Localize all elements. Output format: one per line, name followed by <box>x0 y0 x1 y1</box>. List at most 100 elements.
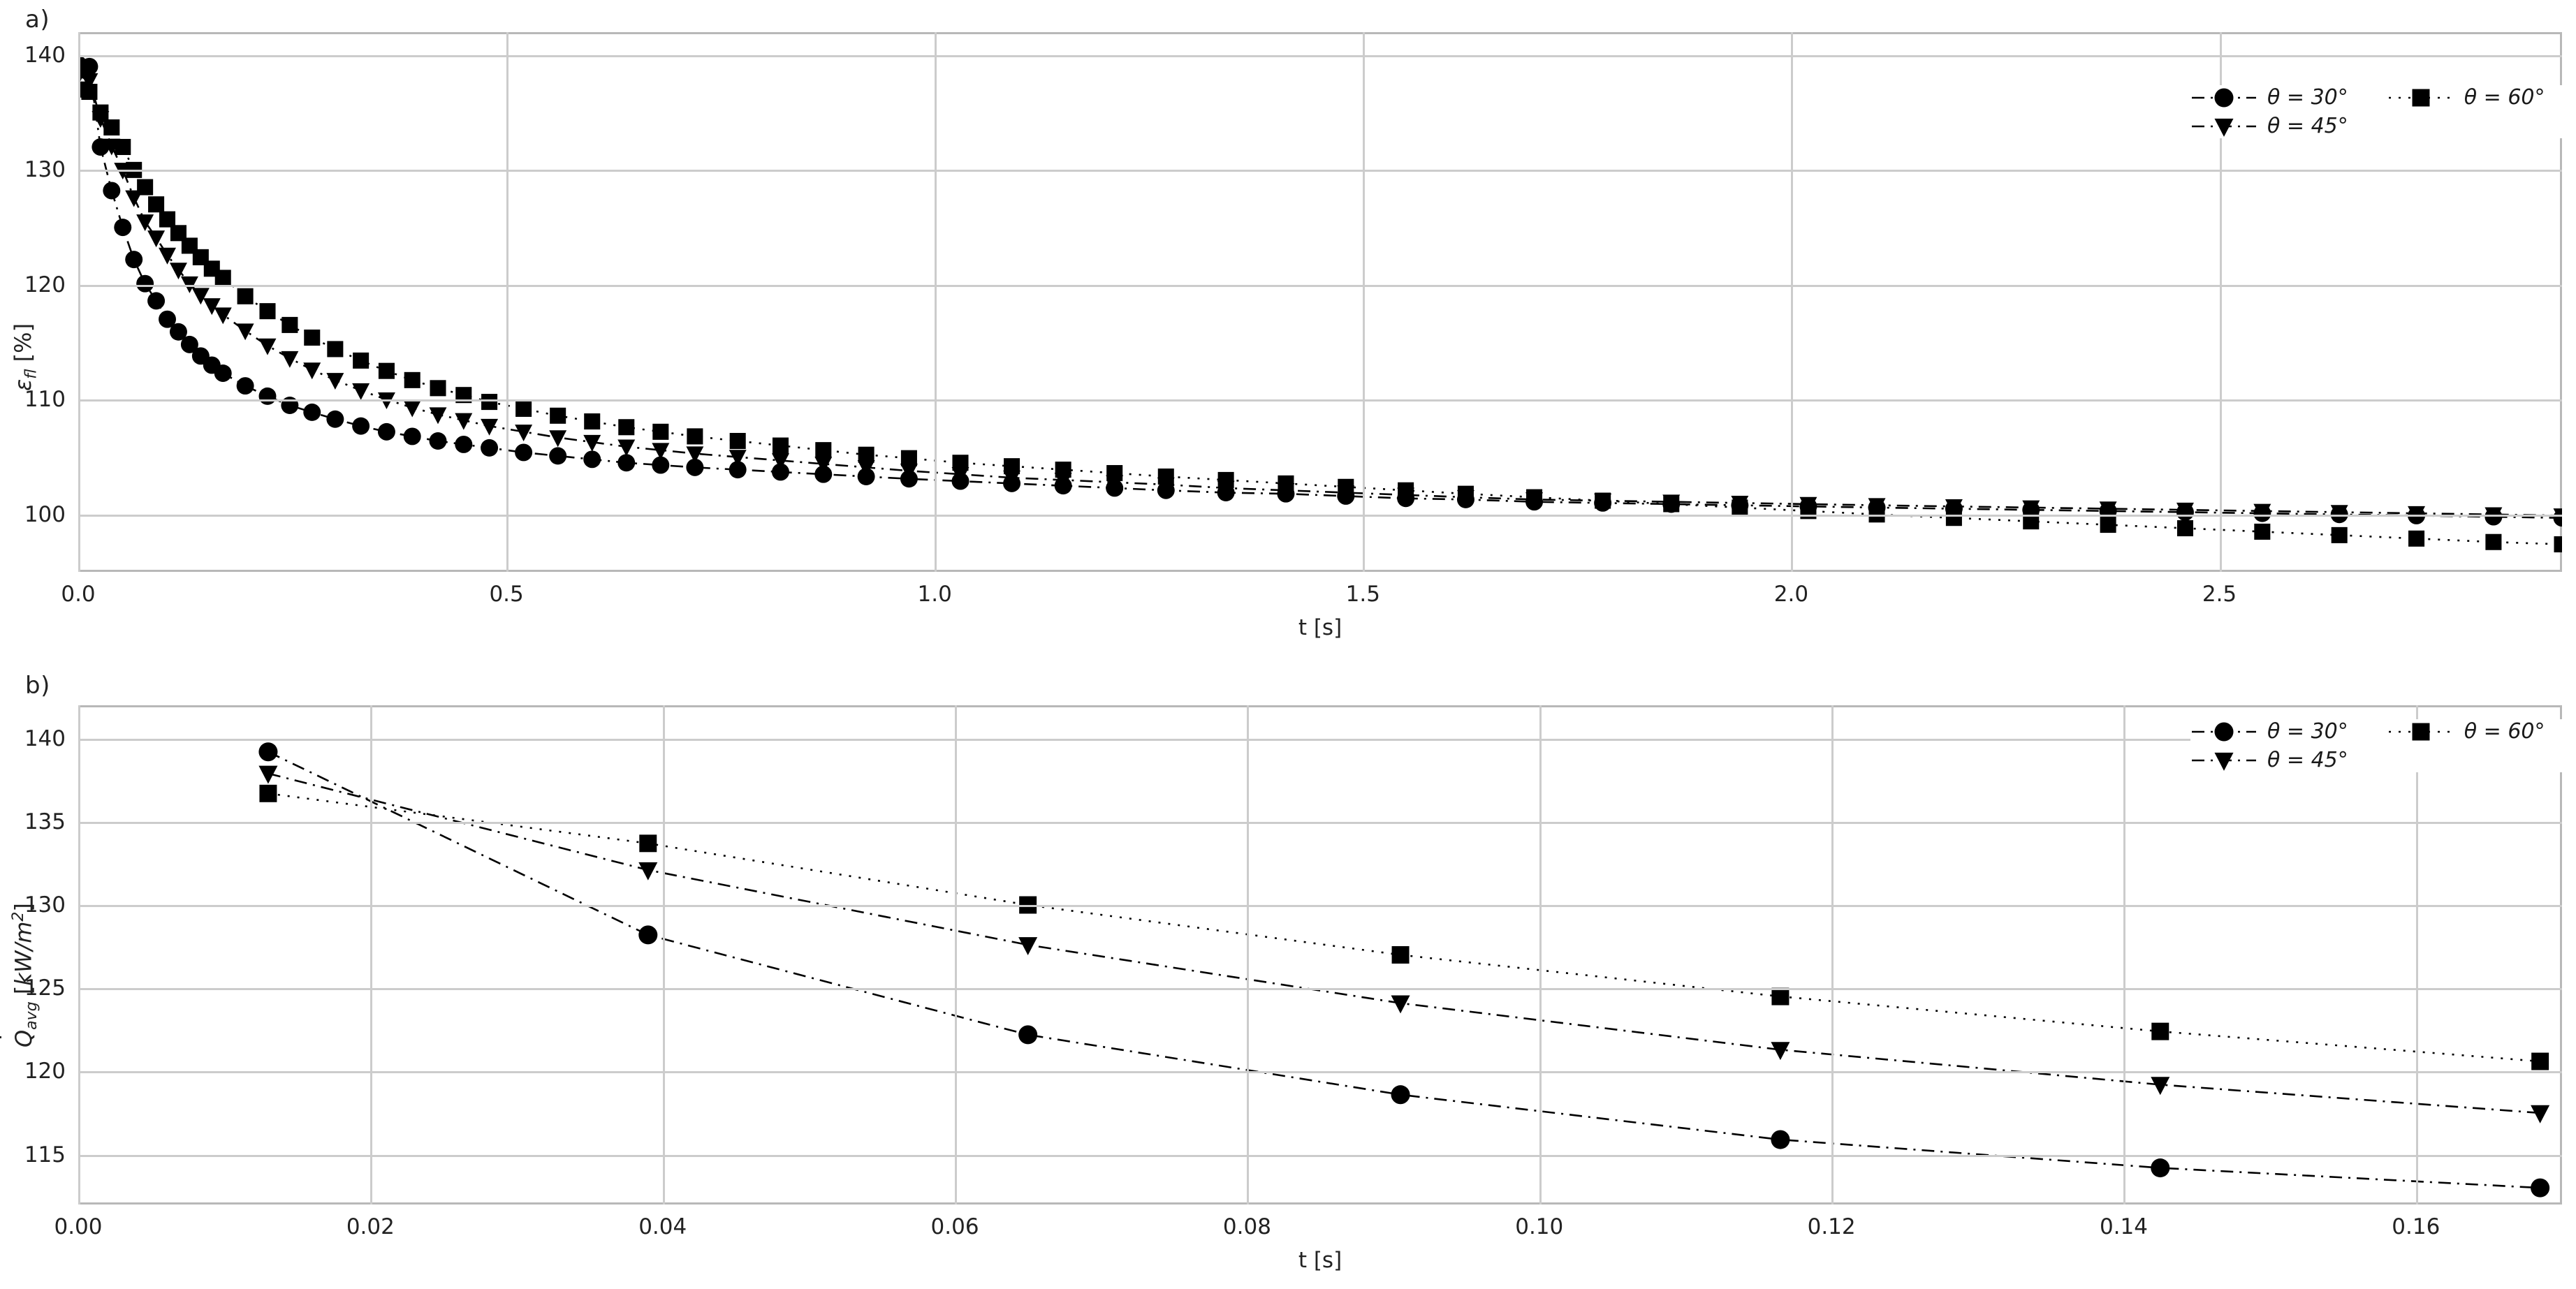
legend-marker-triangle-down <box>2192 752 2256 771</box>
vertical-gridline <box>935 32 937 572</box>
vertical-gridline <box>1247 705 1249 1205</box>
circle-marker <box>652 456 670 474</box>
square-marker <box>515 400 532 417</box>
horizontal-gridline <box>78 905 2562 907</box>
panel-b-legend: θ = 30° θ = 60° θ = 45° <box>2190 719 2576 772</box>
triangle-down-marker <box>1945 499 1963 516</box>
vertical-gridline <box>1831 705 1834 1205</box>
square-marker <box>2412 723 2430 740</box>
y-tick-label: 130 <box>24 157 66 183</box>
triangle-down-marker <box>900 464 918 480</box>
square-marker <box>584 413 601 430</box>
square-marker <box>1217 471 1234 488</box>
y-tick-label: 115 <box>24 1142 66 1168</box>
circle-marker <box>481 439 499 457</box>
x-tick-label: 0.08 <box>1222 1214 1271 1239</box>
legend-marker-square <box>2388 89 2453 106</box>
square-marker <box>455 387 472 404</box>
vertical-gridline <box>663 705 665 1205</box>
circle-marker <box>549 447 567 465</box>
triangle-down-marker <box>147 230 166 248</box>
triangle-down-marker <box>2531 1105 2550 1124</box>
circle-marker <box>326 410 344 428</box>
legend-sample <box>2190 86 2257 110</box>
panel-b-data-svg <box>258 742 2550 1198</box>
square-marker <box>115 138 131 155</box>
triangle-down-marker <box>203 298 221 316</box>
triangle-down-marker <box>2408 506 2426 523</box>
series-line <box>78 75 2562 517</box>
horizontal-gridline <box>78 170 2562 172</box>
circle-marker <box>515 443 533 462</box>
x-tick-label: 0.02 <box>346 1214 395 1239</box>
triangle-down-marker <box>583 434 601 452</box>
panel-a-plot-area <box>78 32 2562 572</box>
legend-marker-circle <box>2192 721 2256 742</box>
circle-marker <box>169 323 187 341</box>
legend-label: θ = 30° <box>2267 85 2348 110</box>
y-tick-label: 140 <box>24 725 66 751</box>
legend-label: θ = 60° <box>2464 85 2545 110</box>
panel-b-plot-frame <box>78 705 2562 1205</box>
circle-marker <box>638 925 658 945</box>
circle-marker <box>403 427 421 445</box>
circle-marker <box>2151 1158 2170 1178</box>
series-line <box>268 793 2540 1063</box>
square-marker <box>1398 482 1414 499</box>
x-tick-label: 0.14 <box>2099 1214 2148 1239</box>
triangle-down-marker <box>549 430 567 448</box>
square-marker <box>1391 946 1410 964</box>
legend-label: θ = 60° <box>2464 719 2545 744</box>
square-marker <box>2023 513 2040 530</box>
panel-a-legend: θ = 30° θ = 60° θ = 45° <box>2190 85 2576 138</box>
circle-marker <box>377 422 395 441</box>
y-tick-label: 125 <box>24 975 66 1001</box>
circle-marker <box>147 292 166 310</box>
circle-marker <box>2531 1178 2550 1198</box>
square-marker <box>1055 462 1071 478</box>
series-line <box>268 751 2540 1189</box>
series-line <box>78 63 2562 519</box>
circle-marker <box>2214 87 2234 108</box>
square-marker <box>952 455 969 471</box>
circle-marker <box>258 387 277 405</box>
circle-marker <box>125 251 143 269</box>
circle-marker <box>617 454 636 472</box>
legend-sample <box>2190 749 2257 772</box>
square-marker <box>103 119 120 136</box>
legend-marker-triangle-down <box>2192 118 2256 137</box>
circle-marker <box>772 463 789 481</box>
square-marker <box>900 450 917 466</box>
legend-sample <box>2190 115 2257 138</box>
square-marker <box>1457 485 1474 502</box>
square-marker <box>1157 468 1174 485</box>
triangle-down-marker <box>617 439 636 457</box>
square-marker <box>2331 526 2348 543</box>
legend-marker-circle <box>2192 87 2256 108</box>
triangle-down-marker <box>80 73 98 90</box>
triangle-down-marker <box>814 457 833 474</box>
triangle-down-marker <box>403 400 421 418</box>
triangle-down-marker <box>429 407 447 425</box>
square-marker <box>639 834 657 853</box>
legend-sample-empty <box>2387 115 2454 138</box>
triangle-down-marker <box>1391 995 1410 1014</box>
square-marker <box>81 84 98 101</box>
triangle-down-marker <box>2099 501 2117 519</box>
circle-marker <box>303 403 321 421</box>
triangle-down-marker <box>180 276 198 293</box>
triangle-down-marker <box>652 443 670 460</box>
x-tick-label: 2.0 <box>1773 582 1809 607</box>
triangle-down-marker <box>772 453 789 471</box>
square-marker <box>1338 478 1354 495</box>
circle-marker <box>180 335 198 353</box>
panel-a-x-axis-title: t [s] <box>1298 615 1342 640</box>
x-tick-label: 0.5 <box>489 582 524 607</box>
square-marker <box>137 179 154 196</box>
triangle-down-marker <box>1771 1042 1790 1061</box>
legend-sample-empty <box>2387 749 2454 772</box>
x-tick-label: 0.04 <box>638 1214 687 1239</box>
square-marker <box>259 303 276 320</box>
panel-b-label: b) <box>25 672 50 700</box>
